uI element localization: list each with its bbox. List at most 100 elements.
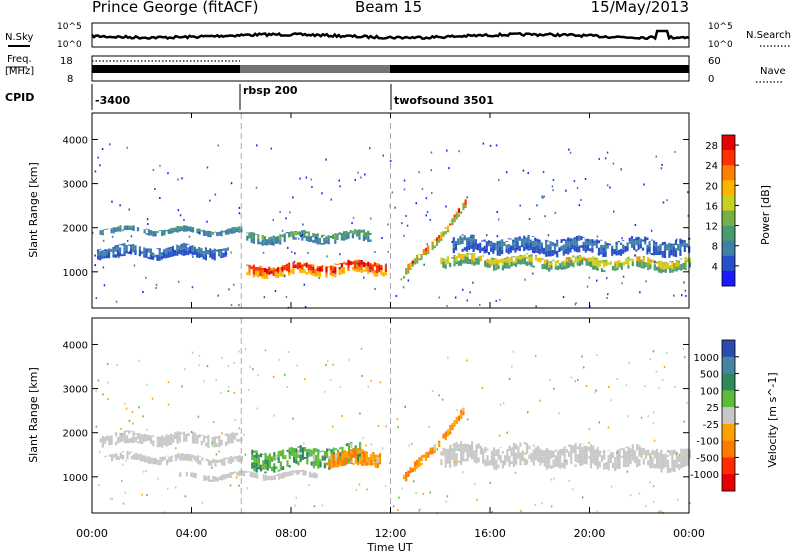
speckle-cell xyxy=(128,419,131,422)
echo-cell xyxy=(431,447,434,450)
echo-cell xyxy=(620,455,623,458)
echo-cell xyxy=(618,457,621,460)
speckle-cell xyxy=(177,178,179,181)
echo-cell xyxy=(506,457,509,462)
echo-cell xyxy=(363,458,366,466)
echo-cell xyxy=(553,250,557,255)
echo-cell xyxy=(495,263,498,269)
echo-cell xyxy=(312,264,315,268)
echo-cell xyxy=(461,237,464,244)
echo-cell xyxy=(112,254,115,258)
echo-cell xyxy=(177,453,180,455)
speckle-cell xyxy=(122,502,125,505)
echo-cell xyxy=(205,458,208,461)
speckle-cell xyxy=(255,186,258,189)
echo-cell xyxy=(418,253,421,255)
speckle-cell xyxy=(616,378,619,380)
echo-cell xyxy=(442,231,445,237)
speckle-cell xyxy=(355,488,358,491)
echo-cell xyxy=(286,471,290,474)
echo-cell xyxy=(578,256,582,261)
echo-cell xyxy=(312,273,315,276)
echo-cell xyxy=(185,225,188,227)
echo-cell xyxy=(451,217,454,220)
echo-cell xyxy=(657,245,660,252)
echo-cell xyxy=(209,234,212,238)
echo-cell xyxy=(572,445,575,450)
echo-cell xyxy=(664,455,667,462)
echo-cell xyxy=(655,456,659,459)
noise-sky-trace xyxy=(91,29,690,41)
echo-cell xyxy=(680,258,683,260)
speckle-cell xyxy=(261,466,263,469)
echo-cell xyxy=(205,476,208,481)
speckle-cell xyxy=(577,378,579,381)
echo-cell xyxy=(359,456,362,460)
echo-cell xyxy=(651,465,654,468)
echo-cell xyxy=(202,256,205,260)
echo-cell xyxy=(349,261,352,265)
echo-cell xyxy=(200,252,203,258)
echo-cell xyxy=(251,449,254,455)
echo-cell xyxy=(306,458,309,465)
speckle-cell xyxy=(384,484,387,487)
echo-cell xyxy=(305,231,308,234)
echo-cell xyxy=(313,474,316,479)
echo-cell xyxy=(682,460,685,468)
echo-cell xyxy=(234,471,237,473)
speckle-cell xyxy=(151,397,154,400)
echo-cell xyxy=(130,455,133,460)
speckle-cell xyxy=(211,441,213,444)
echo-cell xyxy=(317,451,320,458)
speckle-cell xyxy=(438,394,440,397)
echo-cell xyxy=(340,263,343,268)
echo-cell xyxy=(277,272,280,279)
echo-cell xyxy=(307,231,310,237)
colorbar-swatch xyxy=(722,135,735,151)
echo-cell xyxy=(543,450,546,454)
echo-cell xyxy=(680,448,683,453)
echo-cell xyxy=(455,256,458,262)
echo-cell xyxy=(334,448,337,451)
echo-cell xyxy=(356,448,360,452)
echo-cell xyxy=(183,436,186,442)
speckle-cell xyxy=(332,271,335,273)
echo-cell xyxy=(618,263,621,268)
echo-cell xyxy=(662,267,665,270)
speckle-cell xyxy=(597,253,600,256)
echo-cell xyxy=(311,473,314,478)
echo-cell xyxy=(545,448,549,450)
echo-cell xyxy=(187,226,190,228)
echo-cell xyxy=(507,247,510,252)
echo-cell xyxy=(554,261,557,264)
speckle-cell xyxy=(274,290,277,292)
echo-cell xyxy=(191,252,194,256)
echo-cell xyxy=(550,450,553,457)
echo-cell xyxy=(334,272,337,275)
echo-cell xyxy=(130,430,133,432)
echo-cell xyxy=(660,269,663,274)
echo-cell xyxy=(575,246,579,253)
echo-cell xyxy=(686,448,689,450)
echo-cell xyxy=(552,451,555,455)
echo-cell xyxy=(675,260,678,267)
echo-cell xyxy=(310,264,313,265)
echo-cell xyxy=(330,459,333,464)
speckle-cell xyxy=(101,148,104,150)
echo-cell xyxy=(540,251,543,254)
echo-cell xyxy=(256,475,259,479)
speckle-cell xyxy=(188,235,191,238)
echo-cell xyxy=(358,262,361,267)
echo-cell xyxy=(451,219,454,226)
echo-cell xyxy=(212,458,215,461)
echo-cell xyxy=(234,455,237,458)
echo-cell xyxy=(618,462,621,469)
echo-cell xyxy=(534,237,537,242)
echo-cell xyxy=(212,476,215,477)
speckle-cell xyxy=(230,182,233,185)
echo-cell xyxy=(202,230,206,236)
echo-cell xyxy=(606,245,609,249)
